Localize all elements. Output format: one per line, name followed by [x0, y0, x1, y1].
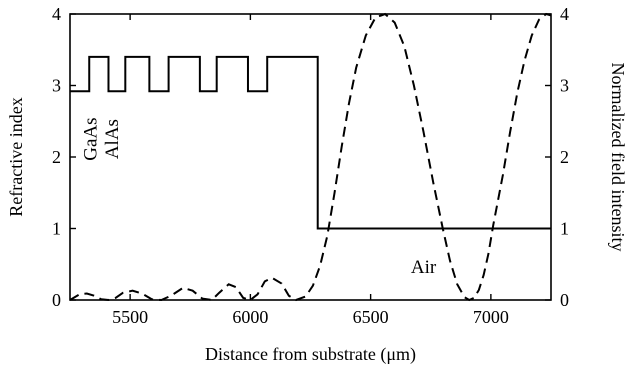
- x-axis-label: Distance from substrate (μm): [205, 344, 416, 365]
- annotation-alas: AlAs: [102, 119, 123, 159]
- y-tick-label: 2: [52, 147, 61, 167]
- y2-tick-label: 3: [560, 76, 569, 96]
- y2-tick-label: 0: [560, 290, 569, 310]
- y2-axis-ticks: 0 1 2 3 4: [545, 4, 569, 310]
- x-tick-label: 6000: [232, 307, 268, 327]
- y2-tick-label: 2: [560, 147, 569, 167]
- x-tick-label: 5500: [112, 307, 148, 327]
- y-axis-ticks: 0 1 2 3 4: [52, 4, 76, 310]
- annotation-gaas: GaAs: [81, 117, 102, 160]
- annotation-air: Air: [411, 257, 437, 278]
- x-axis-ticks: 5500 6000 6500 7000: [112, 14, 509, 327]
- y-axis-label: Refractive index: [6, 97, 26, 216]
- x-tick-label: 6500: [353, 307, 389, 327]
- x-tick-label: 7000: [473, 307, 509, 327]
- y-tick-label: 1: [52, 219, 61, 239]
- y2-tick-label: 4: [560, 4, 569, 24]
- field-intensity-line: [69, 12, 552, 302]
- annotation-layer: GaAs AlAs Air: [81, 117, 437, 277]
- y2-axis-label: Normalized field intensity: [608, 63, 627, 252]
- series-layer: [69, 12, 552, 302]
- refractive-index-line: [70, 55, 551, 230]
- y-tick-label: 0: [52, 290, 61, 310]
- y-tick-label: 4: [52, 4, 61, 24]
- y-tick-label: 3: [52, 76, 61, 96]
- y2-tick-label: 1: [560, 219, 569, 239]
